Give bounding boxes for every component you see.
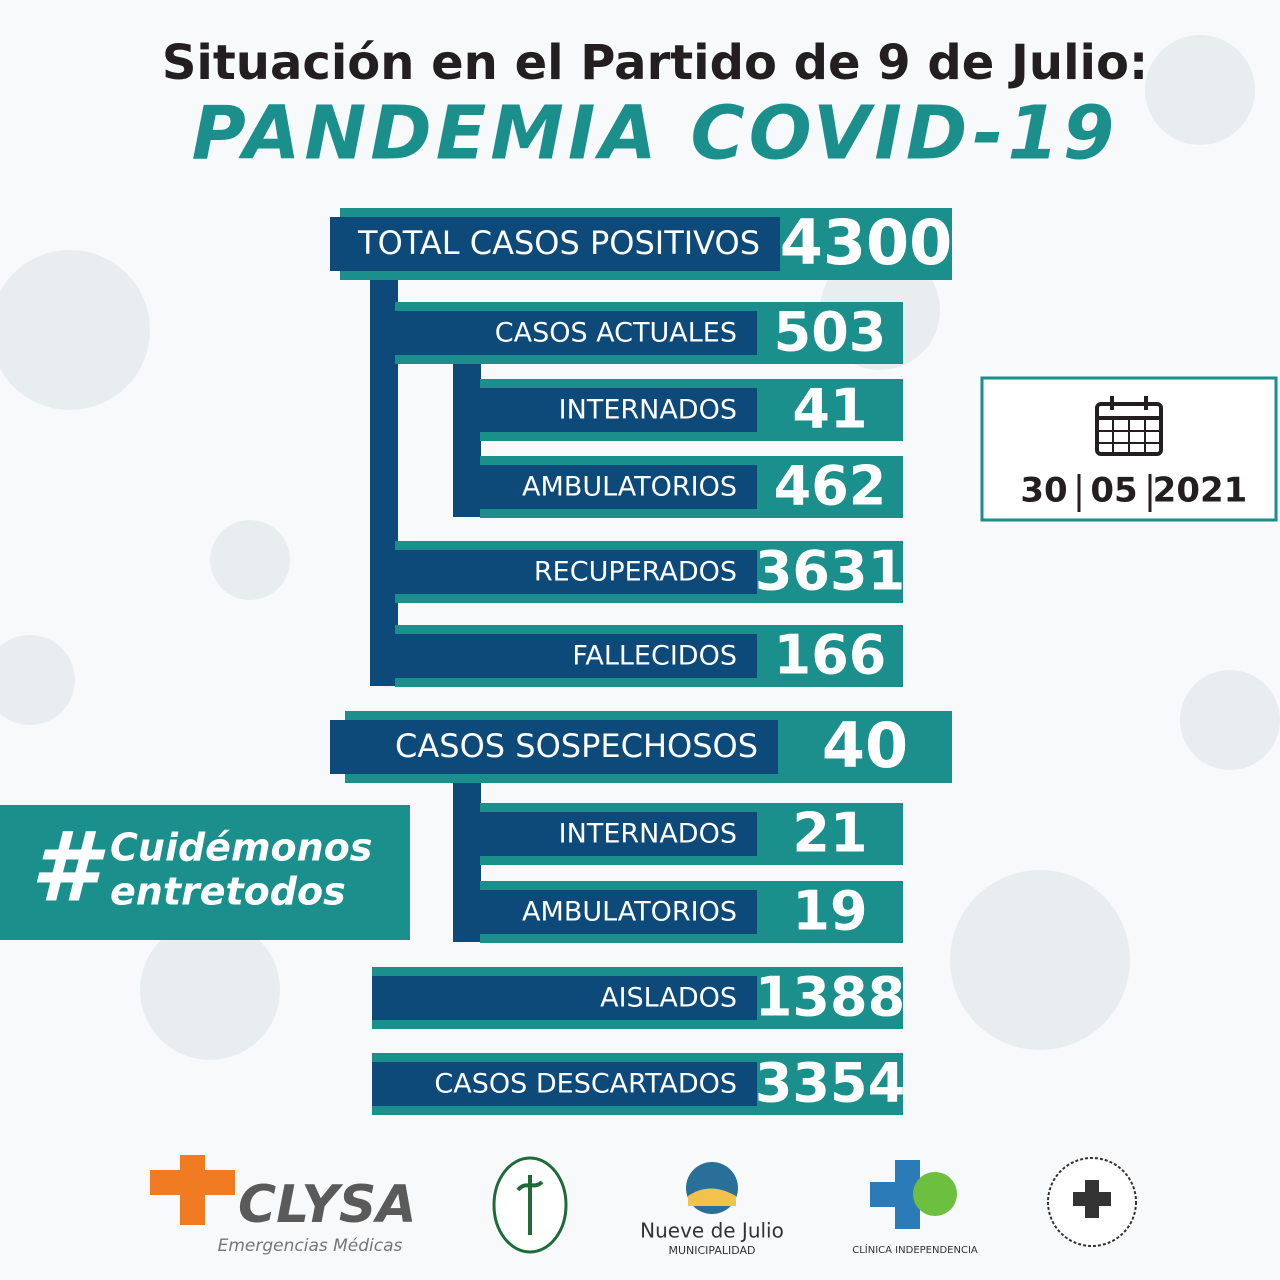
row-label-bar <box>480 465 757 509</box>
row-label: RECUPERADOS <box>534 557 737 588</box>
row-label: AMBULATORIOS <box>522 897 737 928</box>
row-value: 19 <box>792 880 867 943</box>
row-label-bar <box>480 388 757 432</box>
row-label: CASOS DESCARTADOS <box>434 1069 737 1100</box>
row-label-bar <box>372 1062 757 1106</box>
date-box: 30 05 2021 <box>980 376 1278 522</box>
municipio-logo: Nueve de Julio MUNICIPALIDAD <box>640 1162 784 1257</box>
logos: CLYSA Emergencias Médicas Nueve de Julio… <box>150 1155 1137 1257</box>
row-value: 41 <box>792 378 867 441</box>
municipio-sub: MUNICIPALIDAD <box>668 1244 755 1257</box>
connectors <box>370 268 481 942</box>
row-label: FALLECIDOS <box>572 641 737 672</box>
date-month: 05 <box>1090 471 1137 511</box>
hashtag-box: # Cuidémonos entretodos <box>0 805 410 940</box>
date-day: 30 <box>1020 471 1067 511</box>
row-label-bar <box>480 890 757 934</box>
row-label-bar <box>395 634 757 678</box>
hashtag-line1: Cuidémonos <box>110 826 372 870</box>
calendar-icon <box>1095 396 1163 456</box>
row-value: 503 <box>774 301 887 364</box>
row-label: INTERNADOS <box>559 395 737 426</box>
clinica-name: CLÍNICA INDEPENDENCIA <box>852 1243 978 1256</box>
row-value: 166 <box>774 624 887 687</box>
title: Situación en el Partido de 9 de Julio: <box>162 35 1148 91</box>
subtitle: PANDEMIA COVID-19 <box>192 91 1119 177</box>
row-value: 462 <box>774 455 887 518</box>
row-label-bar <box>480 812 757 856</box>
row-label-bar <box>395 550 757 594</box>
row-value: 3354 <box>755 1052 905 1115</box>
row-value: 4300 <box>780 206 953 279</box>
clysa-sub: Emergencias Médicas <box>218 1236 403 1256</box>
clysa-name: CLYSA <box>238 1175 417 1235</box>
row-label-bar <box>330 720 778 774</box>
row-value: 1388 <box>755 966 905 1029</box>
row-value: 21 <box>792 802 867 865</box>
row-label-bar <box>372 976 757 1020</box>
clinica-logo: CLÍNICA INDEPENDENCIA <box>852 1160 978 1256</box>
row-label: INTERNADOS <box>559 819 737 850</box>
hashtag-symbol: # <box>31 811 106 923</box>
clysa-logo: CLYSA Emergencias Médicas <box>150 1155 417 1256</box>
row-label: CASOS SOSPECHOSOS <box>395 727 758 765</box>
date-year: 2021 <box>1153 471 1248 511</box>
row-label: TOTAL CASOS POSITIVOS <box>357 224 760 262</box>
row-label: CASOS ACTUALES <box>495 318 737 349</box>
hashtag-line2: entretodos <box>110 870 346 914</box>
rows: TOTAL CASOS POSITIVOS 4300 CASOS ACTUALES 5… <box>330 206 952 1115</box>
row-value: 3631 <box>755 540 905 603</box>
municipio-name: Nueve de Julio <box>640 1219 784 1243</box>
row-label: AISLADOS <box>600 983 737 1014</box>
row-value: 40 <box>822 709 908 782</box>
row-label: AMBULATORIOS <box>522 472 737 503</box>
row-label-bar <box>395 311 757 355</box>
row-label-bar <box>330 217 780 271</box>
